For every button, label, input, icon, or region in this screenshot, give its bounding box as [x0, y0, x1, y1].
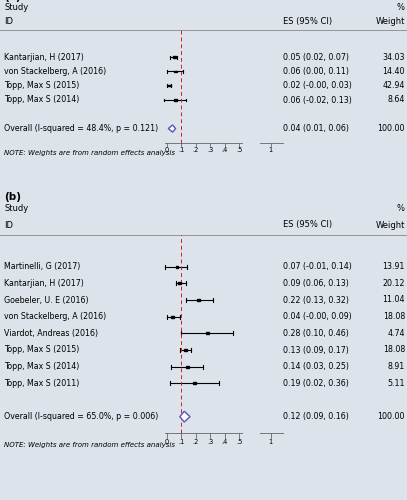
Text: 18.08: 18.08	[383, 346, 405, 354]
Polygon shape	[180, 412, 190, 422]
Text: von Stackelberg, A (2016): von Stackelberg, A (2016)	[4, 312, 106, 321]
Text: 0.13 (0.09, 0.17): 0.13 (0.09, 0.17)	[283, 346, 349, 354]
Text: %: %	[397, 204, 405, 213]
FancyBboxPatch shape	[174, 70, 177, 72]
Text: Kantarjian, H (2017): Kantarjian, H (2017)	[4, 279, 84, 288]
Text: Kantarjian, H (2017): Kantarjian, H (2017)	[4, 52, 84, 62]
Text: 8.64: 8.64	[387, 96, 405, 104]
Text: 0.02 (-0.00, 0.03): 0.02 (-0.00, 0.03)	[283, 81, 352, 90]
FancyBboxPatch shape	[193, 382, 196, 384]
Text: Topp, Max S (2014): Topp, Max S (2014)	[4, 362, 79, 371]
Text: Martinelli, G (2017): Martinelli, G (2017)	[4, 262, 80, 271]
Text: .1: .1	[178, 147, 184, 153]
Text: (b): (b)	[4, 192, 21, 202]
Text: .4: .4	[221, 147, 228, 153]
Text: Study: Study	[4, 204, 28, 213]
Text: (a): (a)	[4, 0, 21, 2]
Text: Study: Study	[4, 2, 28, 12]
FancyBboxPatch shape	[171, 316, 174, 318]
Text: 0.09 (0.06, 0.13): 0.09 (0.06, 0.13)	[283, 279, 349, 288]
Text: %: %	[397, 2, 405, 12]
Text: .2: .2	[193, 147, 199, 153]
Text: .5: .5	[236, 440, 243, 446]
Text: ID: ID	[4, 17, 13, 26]
Text: 100.00: 100.00	[377, 412, 405, 421]
Text: Topp, Max S (2015): Topp, Max S (2015)	[4, 81, 79, 90]
Text: 0.12 (0.09, 0.16): 0.12 (0.09, 0.16)	[283, 412, 349, 421]
FancyBboxPatch shape	[175, 266, 178, 268]
FancyBboxPatch shape	[178, 282, 181, 284]
Text: 0: 0	[165, 147, 169, 153]
Text: 14.40: 14.40	[383, 67, 405, 76]
Text: 0.05 (0.02, 0.07): 0.05 (0.02, 0.07)	[283, 52, 349, 62]
Text: 20.12: 20.12	[383, 279, 405, 288]
FancyBboxPatch shape	[186, 366, 188, 368]
Text: Overall (I-squared = 48.4%, p = 0.121): Overall (I-squared = 48.4%, p = 0.121)	[4, 124, 158, 133]
Text: 13.91: 13.91	[383, 262, 405, 271]
FancyBboxPatch shape	[197, 299, 200, 301]
Text: 0.04 (-0.00, 0.09): 0.04 (-0.00, 0.09)	[283, 312, 352, 321]
Text: ES (95% CI): ES (95% CI)	[283, 17, 332, 26]
Text: NOTE: Weights are from random effects analysis: NOTE: Weights are from random effects an…	[4, 150, 175, 156]
Text: NOTE: Weights are from random effects analysis: NOTE: Weights are from random effects an…	[4, 442, 175, 448]
Text: 0.04 (0.01, 0.06): 0.04 (0.01, 0.06)	[283, 124, 349, 133]
Text: 1: 1	[269, 147, 273, 153]
Text: von Stackelberg, A (2016): von Stackelberg, A (2016)	[4, 67, 106, 76]
Text: Topp, Max S (2015): Topp, Max S (2015)	[4, 346, 79, 354]
Text: Goebeler, U. E (2016): Goebeler, U. E (2016)	[4, 296, 89, 304]
Text: 0.22 (0.13, 0.32): 0.22 (0.13, 0.32)	[283, 296, 349, 304]
Text: .2: .2	[193, 440, 199, 446]
Text: 4.74: 4.74	[387, 329, 405, 338]
Text: 42.94: 42.94	[383, 81, 405, 90]
Text: 0.06 (-0.02, 0.13): 0.06 (-0.02, 0.13)	[283, 96, 352, 104]
Text: 34.03: 34.03	[383, 52, 405, 62]
Polygon shape	[168, 125, 175, 132]
Text: 0.06 (0.00, 0.11): 0.06 (0.00, 0.11)	[283, 67, 349, 76]
Text: ES (95% CI): ES (95% CI)	[283, 220, 332, 230]
Text: 0.19 (0.02, 0.36): 0.19 (0.02, 0.36)	[283, 379, 349, 388]
Text: 100.00: 100.00	[377, 124, 405, 133]
Text: Weight: Weight	[376, 220, 405, 230]
Text: 0: 0	[165, 440, 169, 446]
Text: Viardot, Andreas (2016): Viardot, Andreas (2016)	[4, 329, 98, 338]
Text: .3: .3	[207, 147, 213, 153]
Text: 0.07 (-0.01, 0.14): 0.07 (-0.01, 0.14)	[283, 262, 352, 271]
Text: 11.04: 11.04	[383, 296, 405, 304]
Text: Overall (I-squared = 65.0%, p = 0.006): Overall (I-squared = 65.0%, p = 0.006)	[4, 412, 158, 421]
FancyBboxPatch shape	[206, 332, 209, 334]
Text: Topp, Max S (2011): Topp, Max S (2011)	[4, 379, 79, 388]
Text: 0.28 (0.10, 0.46): 0.28 (0.10, 0.46)	[283, 329, 349, 338]
Text: 1: 1	[269, 440, 273, 446]
Text: 5.11: 5.11	[387, 379, 405, 388]
Text: Topp, Max S (2014): Topp, Max S (2014)	[4, 96, 79, 104]
Text: .1: .1	[178, 440, 184, 446]
FancyBboxPatch shape	[184, 349, 187, 351]
Text: Weight: Weight	[376, 17, 405, 26]
Text: .4: .4	[221, 440, 228, 446]
Text: 0.14 (0.03, 0.25): 0.14 (0.03, 0.25)	[283, 362, 349, 371]
Text: .5: .5	[236, 147, 243, 153]
FancyBboxPatch shape	[173, 56, 175, 58]
Text: 18.08: 18.08	[383, 312, 405, 321]
Text: .3: .3	[207, 440, 213, 446]
Text: 8.91: 8.91	[388, 362, 405, 371]
Text: ID: ID	[4, 220, 13, 230]
FancyBboxPatch shape	[168, 85, 171, 86]
